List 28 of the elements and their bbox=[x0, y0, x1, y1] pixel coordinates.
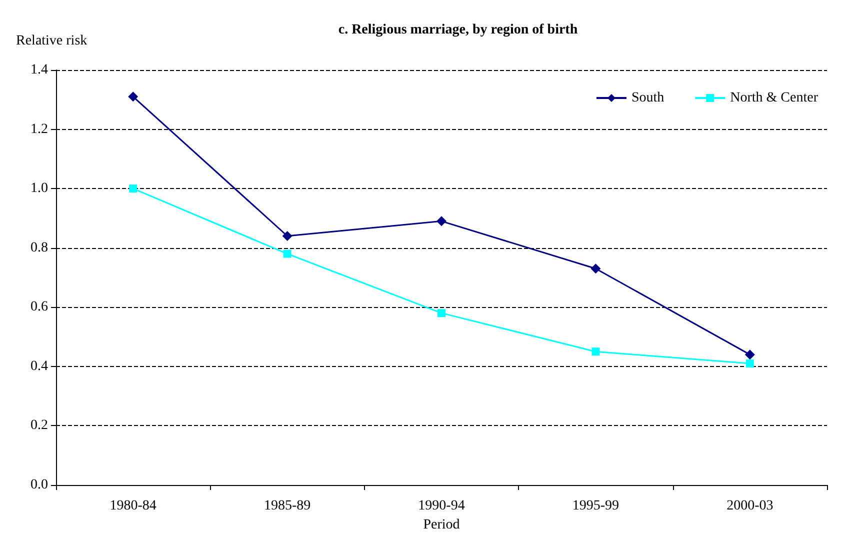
y-tick-label: 1.0 bbox=[30, 181, 48, 196]
point bbox=[283, 250, 292, 258]
x-axis-title: Period bbox=[423, 517, 460, 532]
y-tick-label: 1.4 bbox=[30, 62, 48, 78]
chart-title: c. Religious marriage, by region of birth bbox=[338, 22, 578, 38]
point bbox=[128, 92, 138, 102]
y-tick-label: 0.2 bbox=[30, 418, 48, 434]
y-axis-title: Relative risk bbox=[16, 34, 88, 48]
point bbox=[746, 359, 754, 368]
y-tick-label: 0.6 bbox=[30, 300, 48, 315]
legend-label: South bbox=[631, 90, 664, 106]
x-tick-label: 1980-84 bbox=[110, 498, 156, 514]
point bbox=[129, 184, 138, 193]
y-tick-label: 0.8 bbox=[30, 240, 48, 256]
point bbox=[438, 309, 446, 318]
y-tick-label: 0.0 bbox=[30, 478, 48, 492]
legend-label: North & Center bbox=[730, 90, 818, 106]
point bbox=[436, 216, 446, 226]
x-tick-label: 1990-94 bbox=[418, 498, 465, 514]
point bbox=[282, 231, 292, 241]
x-tick-label: 1985-89 bbox=[264, 498, 311, 514]
point bbox=[590, 264, 601, 274]
x-tick-label: 1995-99 bbox=[572, 498, 620, 514]
y-tick-label: 1.2 bbox=[30, 122, 48, 137]
point bbox=[744, 350, 755, 360]
x-tick-label: 2000-03 bbox=[726, 498, 774, 514]
y-tick-label: 0.4 bbox=[30, 358, 48, 374]
point bbox=[592, 348, 600, 356]
